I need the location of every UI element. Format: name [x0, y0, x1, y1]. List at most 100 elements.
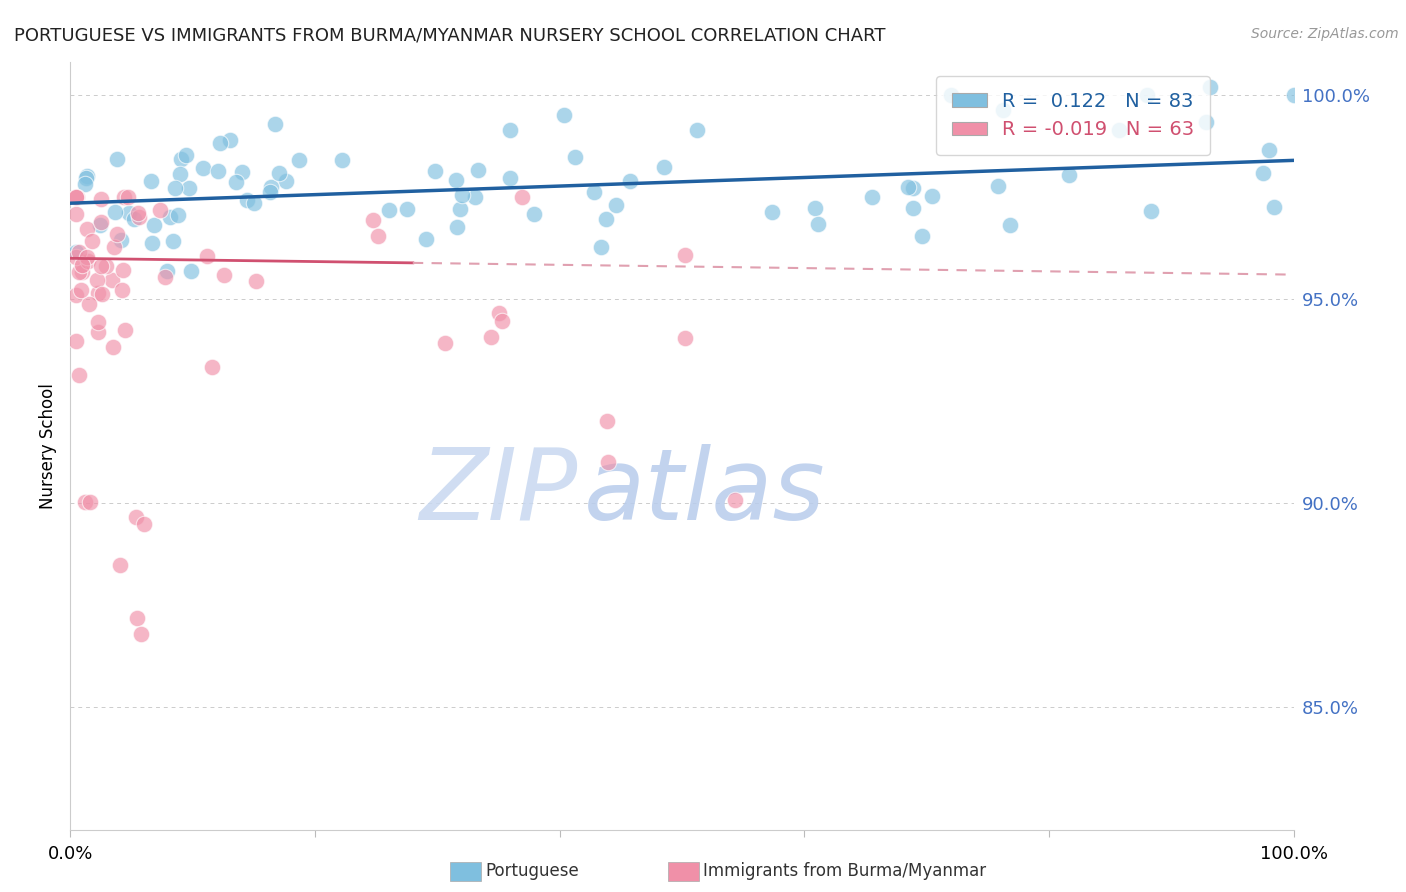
- Text: PORTUGUESE VS IMMIGRANTS FROM BURMA/MYANMAR NURSERY SCHOOL CORRELATION CHART: PORTUGUESE VS IMMIGRANTS FROM BURMA/MYAN…: [14, 27, 886, 45]
- Point: [1195, 114, 1218, 128]
- Point: [90, 215, 112, 229]
- Point: [90, 260, 112, 274]
- Point: [70, 258, 93, 272]
- Point: [901, 202, 924, 216]
- Point: [65, 190, 87, 204]
- Point: [804, 202, 827, 216]
- Point: [415, 232, 437, 246]
- Point: [139, 174, 162, 188]
- Point: [245, 274, 267, 288]
- Point: [212, 268, 235, 282]
- Point: [201, 360, 224, 375]
- Point: [564, 149, 586, 163]
- Point: [259, 180, 281, 194]
- Point: [1258, 143, 1281, 157]
- Point: [1000, 219, 1022, 233]
- Point: [65, 287, 87, 301]
- Point: [583, 186, 606, 200]
- Point: [159, 210, 181, 224]
- Point: [652, 161, 675, 175]
- Point: [1199, 79, 1222, 94]
- Point: [1059, 168, 1081, 182]
- Text: atlas: atlas: [583, 443, 825, 541]
- Point: [86, 272, 108, 286]
- Point: [105, 227, 128, 241]
- Point: [724, 492, 747, 507]
- Point: [191, 161, 214, 175]
- Point: [499, 123, 522, 137]
- Point: [180, 263, 202, 277]
- Point: [101, 273, 124, 287]
- Point: [467, 162, 489, 177]
- Point: [939, 88, 962, 103]
- Point: [104, 205, 127, 219]
- Point: [488, 306, 510, 320]
- Point: [444, 173, 467, 187]
- Point: [76, 250, 98, 264]
- Point: [862, 190, 884, 204]
- Text: Source: ZipAtlas.com: Source: ZipAtlas.com: [1251, 27, 1399, 41]
- Point: [269, 166, 291, 180]
- Point: [177, 181, 200, 195]
- Point: [111, 263, 134, 277]
- Point: [987, 179, 1010, 194]
- Point: [523, 207, 546, 221]
- Point: [89, 218, 111, 232]
- Point: [82, 234, 104, 248]
- Point: [761, 205, 783, 219]
- Point: [446, 220, 468, 235]
- Point: [75, 171, 97, 186]
- Point: [122, 212, 145, 227]
- Point: [218, 132, 240, 146]
- Point: [921, 188, 943, 202]
- Point: [433, 335, 456, 350]
- Point: [162, 234, 184, 248]
- Point: [330, 153, 353, 168]
- Point: [79, 494, 101, 508]
- Point: [451, 187, 474, 202]
- Point: [619, 174, 641, 188]
- Point: [479, 329, 502, 343]
- Point: [1282, 88, 1305, 103]
- Point: [101, 339, 124, 353]
- Text: Immigrants from Burma/Myanmar: Immigrants from Burma/Myanmar: [703, 863, 986, 880]
- Point: [143, 219, 166, 233]
- Point: [423, 164, 446, 178]
- Point: [807, 217, 830, 231]
- Point: [901, 180, 924, 194]
- Point: [108, 558, 131, 572]
- Point: [91, 287, 114, 301]
- Point: [396, 202, 419, 216]
- Point: [77, 296, 100, 310]
- Point: [231, 165, 253, 179]
- Point: [1140, 204, 1163, 219]
- Point: [1108, 122, 1130, 136]
- Point: [73, 494, 96, 508]
- Point: [169, 153, 191, 167]
- Point: [76, 222, 98, 236]
- Point: [675, 331, 697, 345]
- Point: [69, 368, 91, 382]
- Point: [65, 334, 87, 348]
- Point: [77, 254, 100, 268]
- Point: [605, 198, 627, 212]
- Point: [155, 269, 177, 284]
- Point: [259, 185, 281, 199]
- Point: [274, 174, 297, 188]
- Point: [361, 213, 384, 227]
- Point: [156, 263, 179, 277]
- Point: [127, 206, 149, 220]
- Point: [911, 229, 934, 244]
- Point: [141, 236, 163, 251]
- Point: [132, 516, 155, 531]
- Point: [897, 180, 920, 194]
- Point: [87, 315, 110, 329]
- Point: [1263, 200, 1285, 214]
- Point: [595, 212, 617, 227]
- Point: [510, 190, 533, 204]
- Point: [90, 192, 112, 206]
- Point: [464, 190, 486, 204]
- Point: [498, 170, 520, 185]
- Point: [65, 244, 87, 259]
- Point: [589, 240, 612, 254]
